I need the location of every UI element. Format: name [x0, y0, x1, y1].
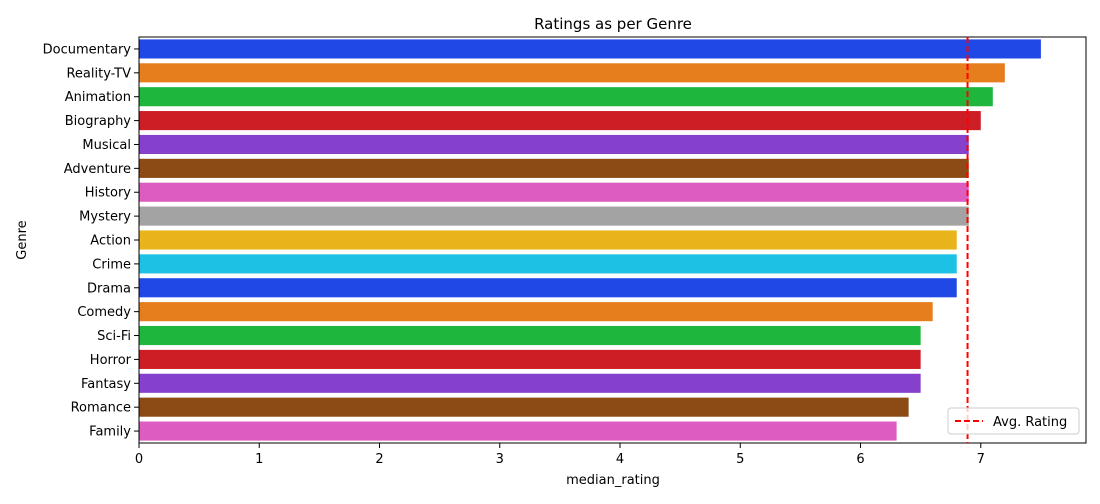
x-tick-label: 7 [977, 452, 985, 467]
bar-drama [139, 278, 957, 298]
x-tick-label: 2 [375, 452, 383, 467]
bar-sci-fi [139, 325, 921, 346]
x-tick-label: 5 [736, 452, 744, 467]
x-tick-label: 1 [255, 452, 263, 467]
y-tick-label: Mystery [79, 210, 131, 225]
x-tick-label: 3 [496, 452, 504, 467]
x-tick-label: 6 [856, 452, 864, 467]
y-tick-label: Fantasy [81, 377, 131, 392]
x-tick-label: 0 [135, 452, 143, 467]
bar-biography [139, 111, 981, 131]
y-tick-label: Documentary [43, 42, 132, 57]
y-tick-label: Action [90, 234, 131, 249]
y-tick-label: Family [89, 425, 131, 440]
bar-animation [139, 87, 993, 107]
bar-adventure [139, 158, 969, 178]
bar-musical [139, 134, 969, 155]
y-tick-label: Drama [87, 281, 131, 296]
y-tick-label: Crime [92, 257, 131, 272]
y-tick-label: Comedy [77, 305, 131, 320]
plot-frame [138, 36, 1087, 444]
y-tick-label: Adventure [64, 162, 131, 177]
y-tick-label: Biography [65, 114, 132, 129]
bar-horror [139, 349, 921, 369]
bar-romance [139, 397, 909, 417]
bar-history [139, 182, 969, 202]
chart-title: Ratings as per Genre [534, 15, 692, 33]
x-axis-label: median_rating [566, 473, 660, 488]
bar-reality-tv [139, 63, 1005, 83]
bar-action [139, 230, 957, 250]
bar-family [139, 421, 897, 441]
y-axis-label: Genre [15, 220, 30, 259]
bar-mystery [139, 206, 969, 226]
y-tick-label: Romance [71, 401, 131, 416]
y-tick-label: History [85, 186, 132, 201]
y-tick-label: Horror [90, 353, 132, 368]
legend: Avg. Rating [947, 407, 1080, 435]
y-tick-label: Sci-Fi [97, 329, 131, 344]
y-tick-label: Animation [65, 90, 131, 105]
bar-comedy [139, 302, 933, 322]
bar-crime [139, 254, 957, 274]
plot-area: Documentary Reality-TV Animation Biography M… [43, 36, 1087, 467]
bar-fantasy [139, 373, 921, 393]
y-tick-label: Musical [82, 138, 131, 153]
bar-documentary [139, 39, 1041, 59]
legend-label: Avg. Rating [993, 415, 1067, 430]
legend-box [947, 407, 1080, 435]
x-tick-label: 4 [616, 452, 624, 467]
y-tick-label: Reality-TV [66, 66, 131, 81]
